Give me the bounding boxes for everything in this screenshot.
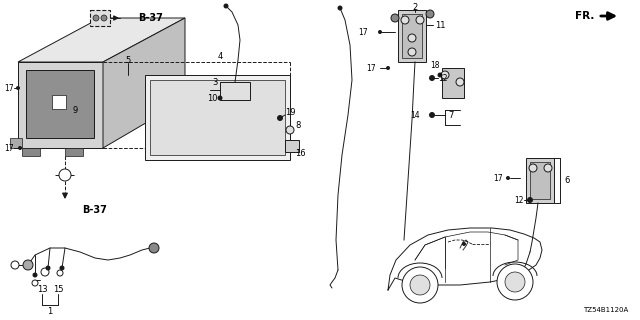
Circle shape xyxy=(441,71,449,79)
Text: 7: 7 xyxy=(448,110,453,119)
Text: 18: 18 xyxy=(431,60,440,69)
Circle shape xyxy=(41,268,49,276)
Circle shape xyxy=(408,48,416,56)
Circle shape xyxy=(57,270,63,276)
Text: 9: 9 xyxy=(72,106,77,115)
Circle shape xyxy=(402,267,438,303)
Bar xyxy=(285,140,299,152)
Text: 13: 13 xyxy=(36,285,47,294)
Circle shape xyxy=(286,126,294,134)
Text: 17: 17 xyxy=(4,84,13,92)
Circle shape xyxy=(59,169,71,181)
Circle shape xyxy=(32,280,38,286)
Text: FR.: FR. xyxy=(575,11,594,21)
Text: 6: 6 xyxy=(564,175,570,185)
Circle shape xyxy=(438,73,442,77)
Text: 12: 12 xyxy=(438,74,447,83)
Circle shape xyxy=(101,15,107,21)
Polygon shape xyxy=(18,62,103,148)
Circle shape xyxy=(378,30,382,34)
Circle shape xyxy=(218,95,223,100)
Circle shape xyxy=(529,164,537,172)
Bar xyxy=(26,70,94,138)
Circle shape xyxy=(506,176,510,180)
Circle shape xyxy=(456,78,464,86)
Polygon shape xyxy=(18,18,185,62)
Text: 2: 2 xyxy=(412,3,418,12)
Bar xyxy=(398,10,426,62)
Text: 5: 5 xyxy=(125,55,131,65)
Circle shape xyxy=(16,86,20,90)
Text: 14: 14 xyxy=(410,110,420,119)
Text: 8: 8 xyxy=(295,121,300,130)
Circle shape xyxy=(426,10,434,18)
Text: B-37: B-37 xyxy=(82,205,107,215)
Circle shape xyxy=(429,112,435,118)
Text: 15: 15 xyxy=(52,285,63,294)
Bar xyxy=(402,14,422,58)
Text: 19: 19 xyxy=(285,108,296,116)
Text: 4: 4 xyxy=(218,52,223,60)
Bar xyxy=(52,95,66,109)
Text: 17: 17 xyxy=(366,63,376,73)
Bar xyxy=(526,158,554,203)
Bar xyxy=(220,82,250,100)
Circle shape xyxy=(45,266,51,270)
Circle shape xyxy=(337,5,342,11)
Circle shape xyxy=(60,266,65,270)
Circle shape xyxy=(33,273,38,277)
Circle shape xyxy=(11,261,19,269)
Text: 12: 12 xyxy=(515,196,524,204)
Circle shape xyxy=(505,272,525,292)
Circle shape xyxy=(23,260,33,270)
Bar xyxy=(442,68,464,98)
Text: 17: 17 xyxy=(493,173,503,182)
Text: 11: 11 xyxy=(435,20,445,29)
Bar xyxy=(90,10,110,26)
Circle shape xyxy=(391,14,399,22)
Circle shape xyxy=(497,264,533,300)
Text: TZ54B1120A: TZ54B1120A xyxy=(583,307,628,313)
Bar xyxy=(10,138,22,148)
Circle shape xyxy=(386,66,390,70)
Bar xyxy=(530,162,550,199)
Circle shape xyxy=(18,146,22,150)
Circle shape xyxy=(401,16,409,24)
Circle shape xyxy=(544,164,552,172)
Circle shape xyxy=(416,16,424,24)
Circle shape xyxy=(429,75,435,81)
Text: 17: 17 xyxy=(4,143,13,153)
Text: 16: 16 xyxy=(295,148,306,157)
Bar xyxy=(65,148,83,156)
Text: B-37: B-37 xyxy=(138,13,163,23)
Circle shape xyxy=(223,4,228,9)
Text: 1: 1 xyxy=(47,308,52,316)
Circle shape xyxy=(527,197,533,203)
Circle shape xyxy=(277,115,283,121)
Text: 10: 10 xyxy=(207,93,218,102)
Bar xyxy=(22,148,40,156)
Polygon shape xyxy=(103,18,185,148)
Text: 17: 17 xyxy=(358,28,368,36)
Bar xyxy=(145,75,290,160)
Circle shape xyxy=(93,15,99,21)
Circle shape xyxy=(462,242,466,246)
Circle shape xyxy=(149,243,159,253)
Bar xyxy=(150,80,285,155)
Circle shape xyxy=(408,34,416,42)
Circle shape xyxy=(410,275,430,295)
Text: 3: 3 xyxy=(212,77,218,86)
